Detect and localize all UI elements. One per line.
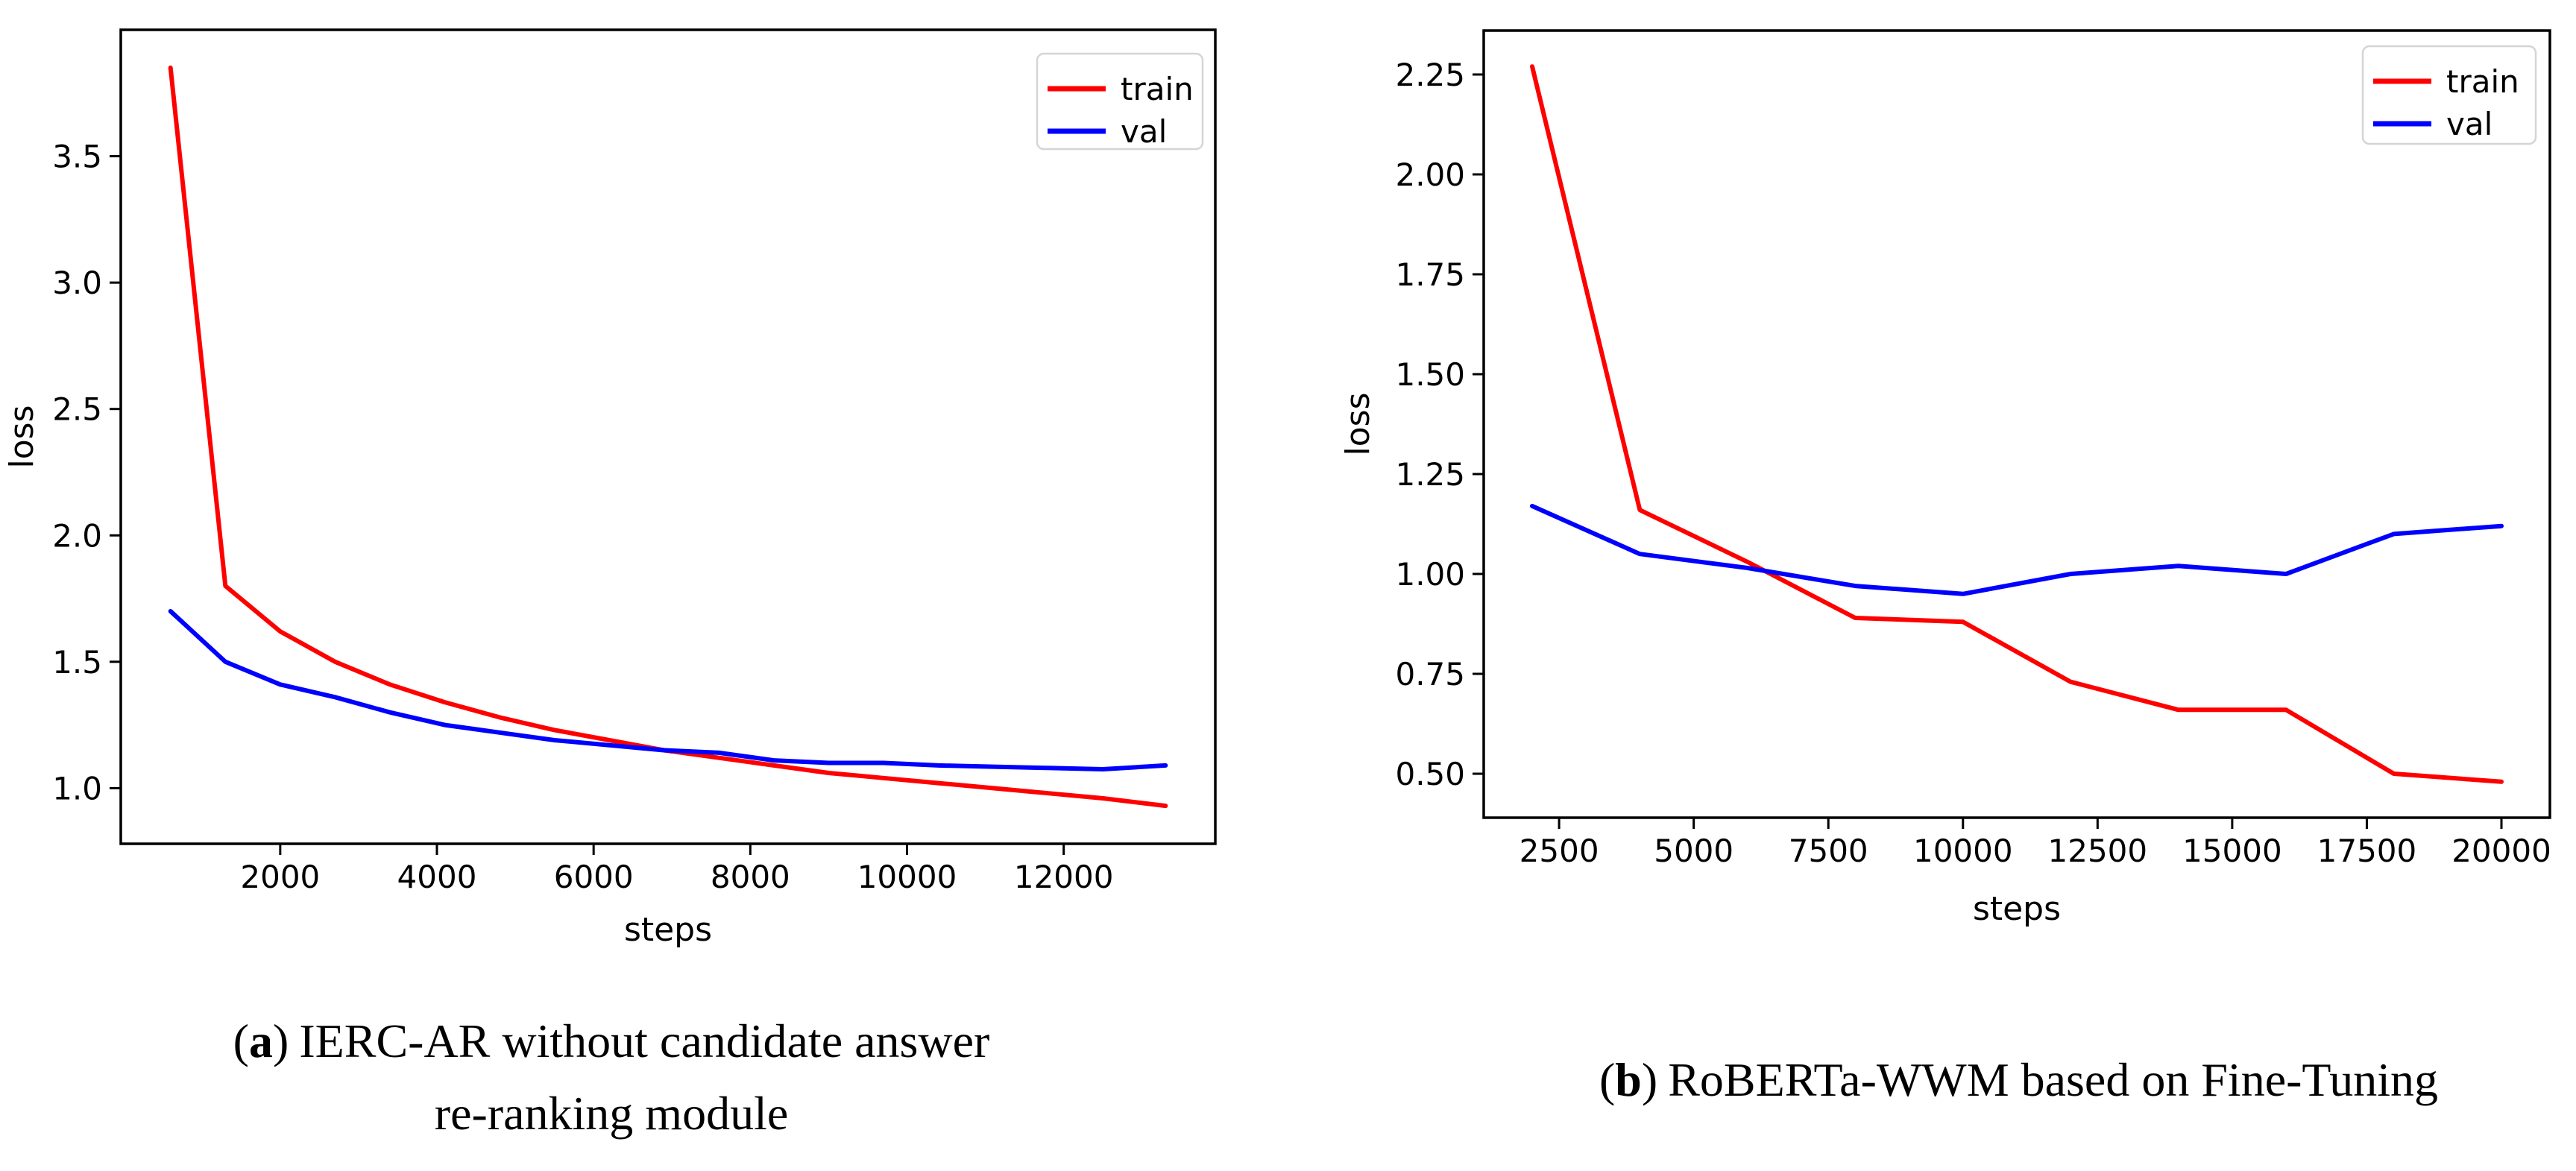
legend-label-train: train — [2446, 63, 2519, 100]
x-tick-label: 7500 — [1789, 833, 1868, 869]
x-tick-label: 5000 — [1654, 833, 1733, 869]
legend-label-val: val — [1121, 113, 1167, 150]
y-tick-label: 1.25 — [1395, 456, 1465, 493]
subfigure-a-caption: (a) IERC-AR without candidate answer re-r… — [127, 1005, 1096, 1149]
caption-a-letter: a — [248, 1014, 273, 1067]
chart-a-loss-curves: 2000 4000 6000 8000 10000 12000 1.0 1.5 2.0 2.5 3.… — [3, 28, 1217, 949]
caption-b-text: RoBERTa-WWM based on Fine-Tuning — [1668, 1053, 2439, 1106]
x-tick-label: 12500 — [2048, 833, 2148, 869]
x-tick-label: 12000 — [1014, 859, 1114, 895]
y-tick-label: 1.0 — [52, 770, 102, 807]
y-axis-label: loss — [3, 405, 41, 469]
subfigure-b-caption-line1: (b) RoBERTa-WWM based on Fine-Tuning — [1461, 1044, 2576, 1116]
y-tick-label: 2.25 — [1395, 57, 1465, 93]
y-tick-label: 0.50 — [1395, 756, 1465, 792]
subfigure-a-caption-line1: (a) IERC-AR without candidate answer — [127, 1005, 1096, 1077]
plot-frame — [119, 28, 1217, 845]
series-line-val — [168, 609, 1168, 771]
caption-b-close-paren: ) — [1641, 1053, 1658, 1106]
x-tick-label: 17500 — [2317, 833, 2417, 869]
y-tick-label: 0.75 — [1395, 656, 1465, 692]
y-tick-label: 1.00 — [1395, 556, 1465, 593]
caption-b-open-paren: ( — [1599, 1053, 1616, 1106]
plot-frame — [1482, 29, 2551, 819]
x-axis-label: steps — [1973, 890, 2061, 928]
x-tick-label: 8000 — [711, 859, 790, 895]
y-tick-label: 1.5 — [52, 644, 102, 681]
x-tick-label: 4000 — [397, 859, 477, 895]
x-tick-label: 2000 — [240, 859, 320, 895]
subfigure-b-caption: (b) RoBERTa-WWM based on Fine-Tuning — [1461, 1044, 2576, 1116]
series-line-val — [1530, 503, 2504, 596]
caption-a-text: IERC-AR without candidate answer — [299, 1014, 990, 1067]
subfigure-a-caption-line2: re-ranking module — [434, 1087, 789, 1140]
x-tick-label: 2500 — [1520, 833, 1599, 869]
y-axis-label: loss — [1339, 393, 1377, 456]
y-tick-label: 2.00 — [1395, 157, 1465, 193]
chart-b-loss-curves: 2500 5000 7500 10000 12500 15000 17500 20000 0.5… — [1339, 29, 2551, 928]
y-tick-label: 1.75 — [1395, 256, 1465, 293]
y-tick-label: 2.0 — [52, 517, 102, 554]
legend-label-train: train — [1121, 71, 1194, 107]
x-tick-label: 10000 — [1913, 833, 2013, 869]
caption-a-open-paren: ( — [233, 1014, 249, 1067]
x-tick-label: 15000 — [2182, 833, 2282, 869]
x-tick-label: 10000 — [857, 859, 957, 895]
caption-b-letter: b — [1615, 1053, 1642, 1106]
legend-box — [1036, 52, 1204, 151]
x-tick-label: 20000 — [2451, 833, 2551, 869]
y-tick-label: 2.5 — [52, 391, 102, 428]
y-tick-label: 1.50 — [1395, 356, 1465, 393]
x-tick-label: 6000 — [554, 859, 634, 895]
caption-a-close-paren: ) — [272, 1014, 289, 1067]
y-tick-label: 3.0 — [52, 265, 102, 301]
series-line-train — [1530, 64, 2504, 784]
y-tick-label: 3.5 — [52, 139, 102, 175]
x-axis-label: steps — [624, 911, 712, 949]
legend-box — [2361, 45, 2537, 145]
legend-label-val: val — [2446, 106, 2492, 142]
